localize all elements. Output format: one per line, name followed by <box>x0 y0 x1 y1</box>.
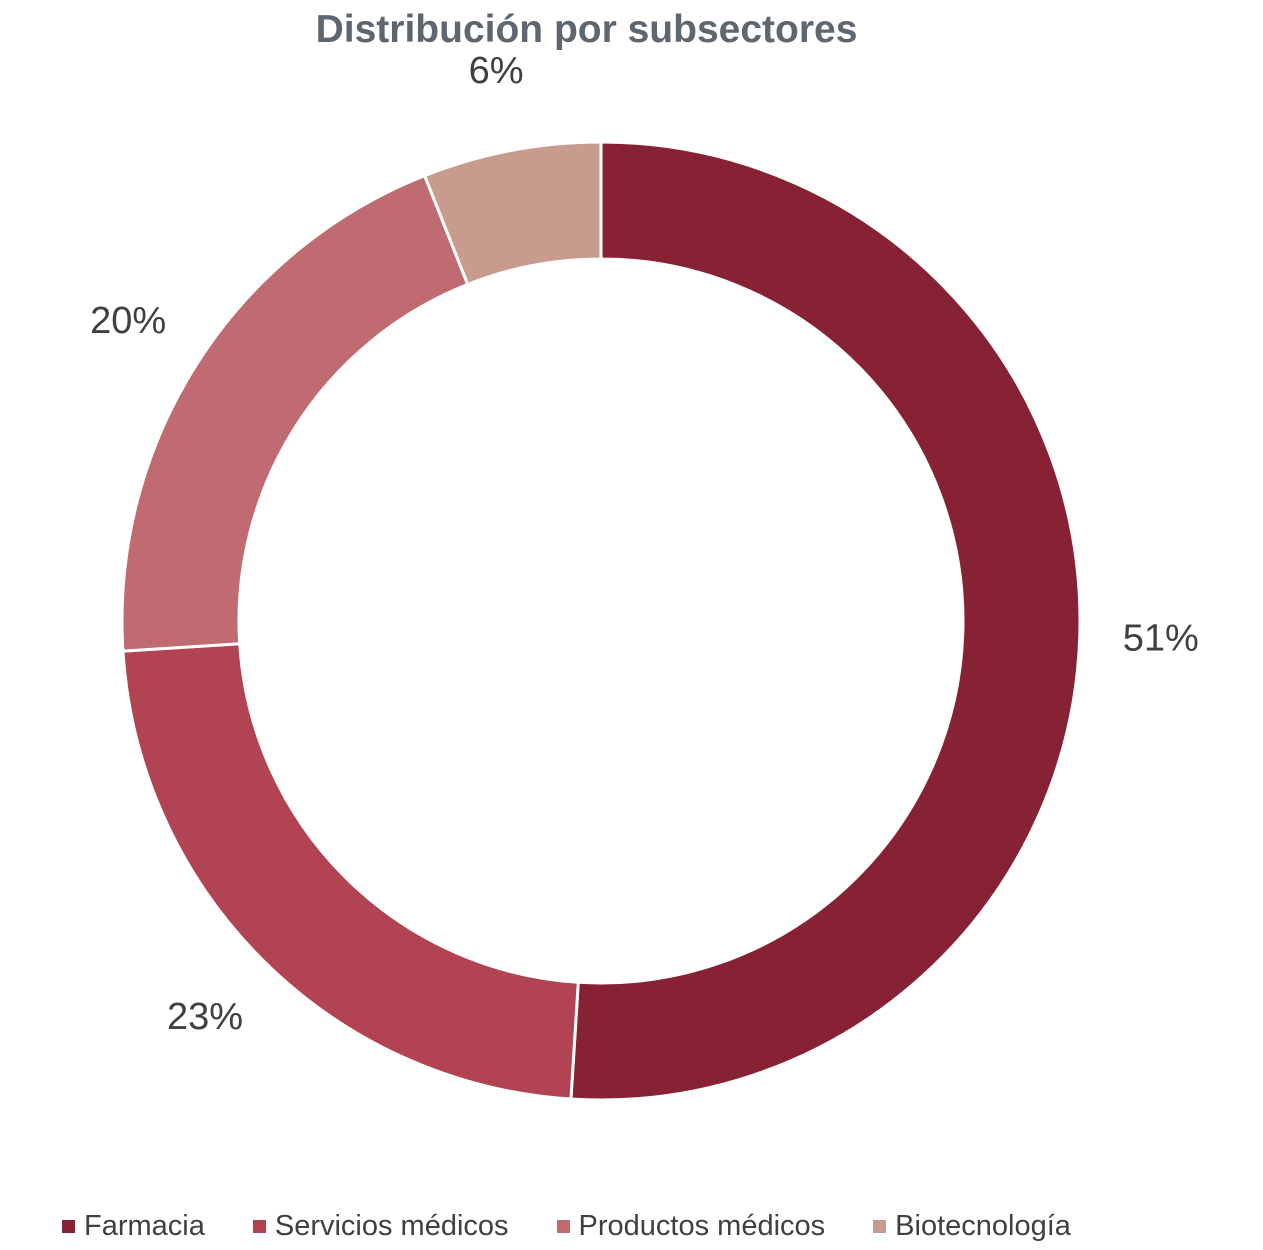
legend-label-productos-medicos: Productos médicos <box>578 1209 826 1242</box>
legend: Farmacia Servicios médicos Productos médic… <box>62 1206 1071 1246</box>
legend-item-servicios-medicos: Servicios médicos <box>252 1209 509 1243</box>
slice-farmacia <box>569 140 1082 1102</box>
legend-label-biotecnologia: Biotecnología <box>895 1209 1071 1242</box>
slice-productos-medicos <box>120 173 470 653</box>
slice-servicios-medicos <box>121 642 580 1101</box>
legend-swatch-productos-medicos <box>556 1219 570 1233</box>
doughnut-chart: 51% 23% 20% 6% <box>90 50 1199 1102</box>
legend-item-productos-medicos: Productos médicos <box>556 1209 826 1243</box>
legend-label-servicios-medicos: Servicios médicos <box>274 1209 509 1242</box>
slice-biotecnologia <box>422 140 603 287</box>
legend-swatch-farmacia <box>62 1219 75 1233</box>
data-label-biotecnologia: 6% <box>469 50 524 92</box>
chart-title: Distribución por subsectores <box>315 8 858 51</box>
legend-swatch-biotecnologia <box>873 1219 887 1233</box>
legend-item-farmacia: Farmacia <box>62 1210 205 1243</box>
legend-item-biotecnologia: Biotecnología <box>873 1210 1071 1243</box>
data-label-farmacia: 51% <box>1123 618 1199 660</box>
data-label-servicios-medicos: 23% <box>167 996 243 1038</box>
slices-group <box>120 140 1082 1102</box>
legend-label-farmacia: Farmacia <box>84 1209 205 1242</box>
legend-swatch-servicios-medicos <box>252 1219 266 1233</box>
data-label-productos-medicos: 20% <box>90 300 166 342</box>
labels-group: 51% 23% 20% 6% <box>90 50 1199 1038</box>
